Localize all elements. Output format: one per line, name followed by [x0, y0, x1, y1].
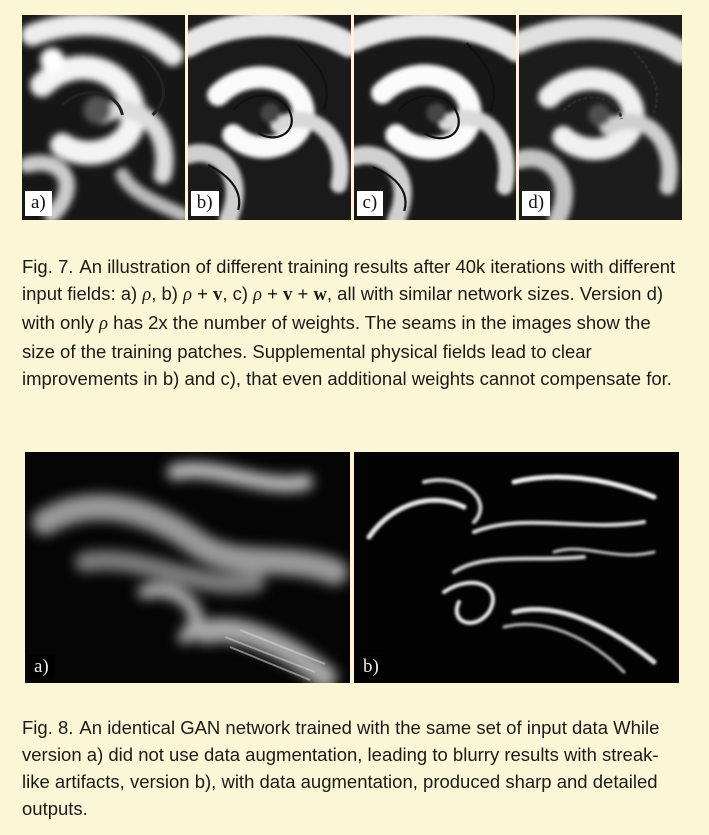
rho-symbol: ρ — [99, 314, 109, 334]
fig7-panel-c: c) — [353, 15, 517, 220]
smoke-plume-sharp-image — [354, 452, 679, 683]
fig7-panel-b: b) — [187, 15, 351, 220]
smoke-swirl-image — [187, 15, 351, 220]
caption-text: , b) — [151, 283, 184, 304]
caption-figure-number: Fig. 7. — [22, 256, 74, 277]
fig8-panel-a: a) — [25, 452, 350, 683]
rho-symbol: ρ — [183, 285, 192, 305]
fig7-panel-d: d) — [519, 15, 682, 220]
velocity-symbol: v — [213, 285, 223, 305]
panel-label: b) — [190, 191, 219, 216]
caption-text: has 2x the number of weights. The seams … — [22, 312, 672, 389]
panel-label: a) — [25, 191, 52, 216]
caption-text: An illustration of different training re… — [22, 256, 676, 304]
caption-text: + — [262, 283, 284, 304]
smoke-swirl-image — [353, 15, 517, 220]
caption-figure-number: Fig. 8. — [22, 717, 74, 738]
fig7-panel-a: a) — [22, 15, 185, 220]
caption-text: An identical GAN network trained with th… — [22, 717, 660, 819]
smoke-swirl-image — [519, 15, 682, 220]
figure-7-caption: Fig. 7. An illustration of different trai… — [22, 253, 684, 392]
rho-symbol: ρ — [253, 285, 263, 305]
figure-8-images: a) b) — [25, 452, 679, 683]
vorticity-symbol: w — [313, 285, 327, 305]
figure-7-images: a) b) — [22, 15, 682, 220]
panel-label: c) — [356, 191, 384, 216]
rho-symbol: ρ — [142, 285, 152, 305]
panel-label: d) — [522, 191, 551, 216]
caption-text: + — [191, 283, 214, 304]
velocity-symbol: v — [283, 285, 293, 305]
caption-text: , all with similar network sizes. Versio… — [22, 283, 664, 333]
fig8-panel-b: b) — [354, 452, 679, 683]
smoke-plume-blurry-image — [25, 452, 350, 683]
caption-text: + — [292, 283, 314, 304]
smoke-swirl-image — [22, 15, 185, 220]
panel-label: a) — [28, 655, 55, 679]
figure-8-caption: Fig. 8. An identical GAN network trained … — [22, 714, 684, 822]
caption-text: , c) — [222, 283, 254, 304]
panel-label: b) — [357, 655, 385, 679]
